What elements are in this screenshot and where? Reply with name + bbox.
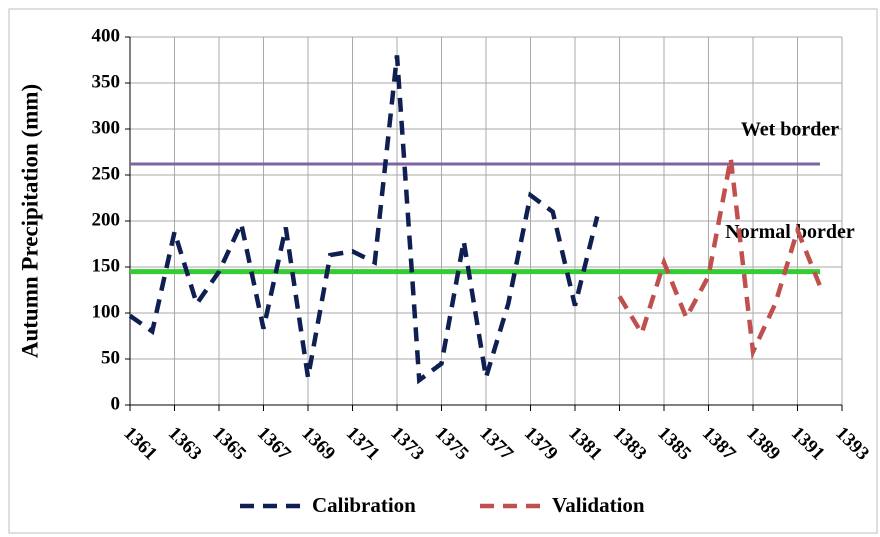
y-tick-label: 250 xyxy=(92,163,121,184)
y-tick-label: 350 xyxy=(92,71,121,92)
y-tick-label: 150 xyxy=(92,255,121,276)
series-line xyxy=(617,158,822,360)
reference-label: Normal border xyxy=(725,221,855,243)
reference-label: Wet border xyxy=(741,119,839,141)
y-tick-label: 200 xyxy=(92,209,121,230)
series-line xyxy=(128,55,600,385)
y-tick-label: 300 xyxy=(92,117,121,138)
y-tick-label: 0 xyxy=(111,393,121,414)
y-tick-label: 50 xyxy=(101,347,120,368)
y-axis-label: Autumn Precipitation (mm) xyxy=(17,84,42,358)
y-tick-label: 100 xyxy=(92,301,121,322)
legend-label: Validation xyxy=(552,493,645,517)
legend-label: Calibration xyxy=(312,493,416,517)
y-tick-label: 400 xyxy=(92,25,121,46)
